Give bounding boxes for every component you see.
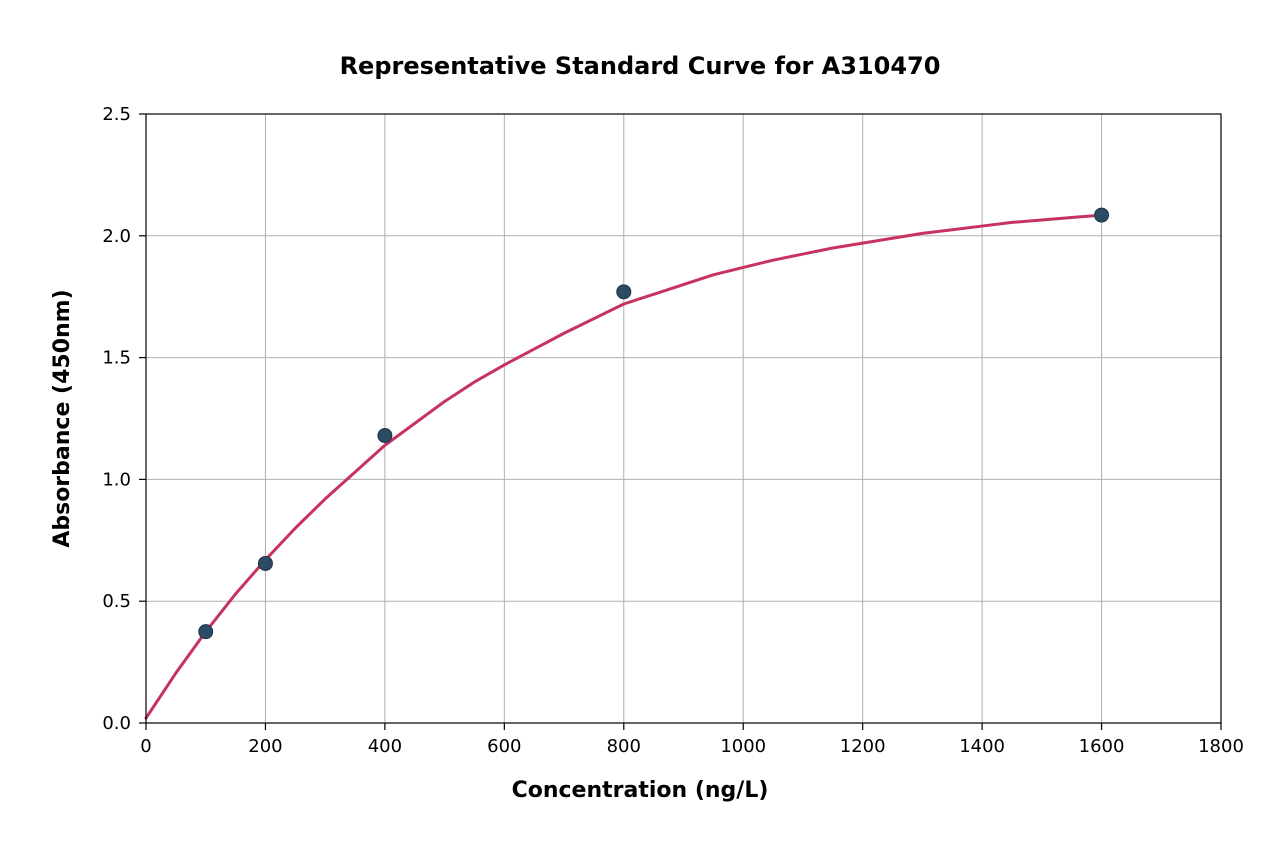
x-tick-label: 800 [607, 736, 641, 757]
y-tick-label: 0.0 [102, 713, 131, 734]
y-tick-label: 0.5 [102, 591, 131, 612]
data-point [199, 625, 213, 639]
x-tick-label: 1000 [720, 736, 766, 757]
y-tick-label: 2.5 [102, 104, 131, 125]
chart-svg: 0 200 400 600 800 1000 1200 1400 1600 1800 0.0 0.5 1… [0, 0, 1280, 845]
x-tick-label: 0 [140, 736, 151, 757]
y-axis-label: Absorbance (450nm) [50, 114, 75, 723]
x-tick-label: 1600 [1079, 736, 1125, 757]
x-axis-label: Concentration (ng/L) [0, 778, 1280, 803]
y-tick-label: 1.5 [102, 348, 131, 369]
y-tick-label: 1.0 [102, 469, 131, 490]
data-point [1095, 208, 1109, 222]
x-tick-label: 600 [487, 736, 521, 757]
x-tick-label: 400 [368, 736, 402, 757]
x-tick-label: 1200 [840, 736, 886, 757]
chart-title: Representative Standard Curve for A31047… [0, 52, 1280, 80]
data-point [378, 429, 392, 443]
data-point [617, 285, 631, 299]
y-tick-label: 2.0 [102, 226, 131, 247]
x-tick-label: 1400 [959, 736, 1005, 757]
figure: Representative Standard Curve for A31047… [0, 0, 1280, 845]
data-point [258, 556, 272, 570]
x-tick-label: 200 [248, 736, 282, 757]
x-tick-label: 1800 [1198, 736, 1244, 757]
